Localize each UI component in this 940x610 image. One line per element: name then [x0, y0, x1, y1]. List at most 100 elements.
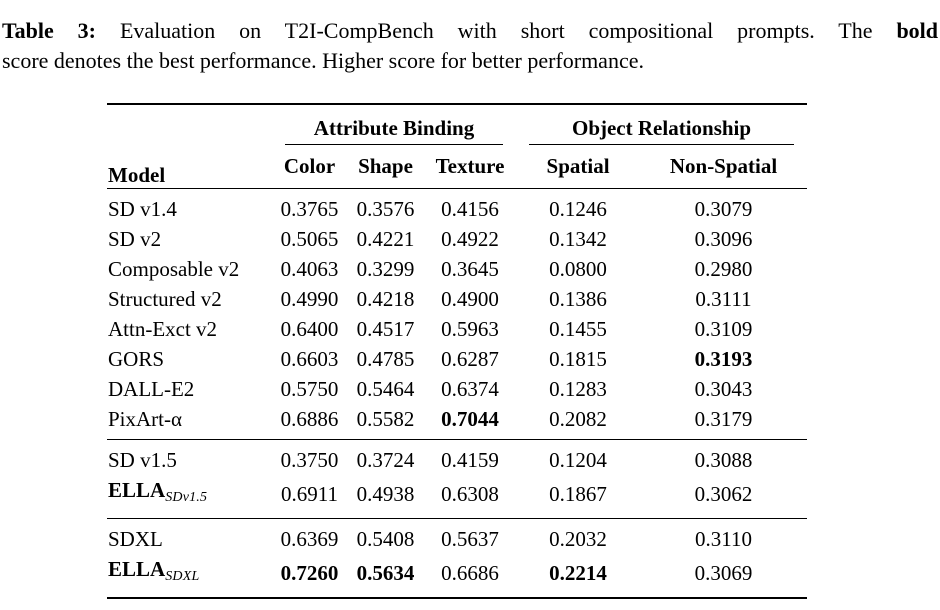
model-name-cell: GORS — [107, 344, 272, 374]
table-row: ELLASDXL 0.7260 0.5634 0.6686 0.2214 0.3069 — [107, 554, 807, 598]
model-name: ELLA — [108, 557, 166, 581]
model-name: PixArt-α — [108, 407, 183, 431]
table-group-1: SD v1.4 0.3765 0.3576 0.4156 0.1246 0.3079 SD … — [107, 189, 807, 440]
model-name-cell: DALL-E2 — [107, 374, 272, 404]
score-cell: 0.1386 — [549, 287, 607, 311]
table-row: ELLASDv1.5 0.6911 0.4938 0.6308 0.1867 0.3062 — [107, 475, 807, 519]
caption-line-1: Table 3: Evaluation on T2I-CompBench wit… — [2, 16, 938, 46]
score-cell: 0.4785 — [356, 347, 415, 371]
score-cell: 0.6400 — [280, 317, 339, 341]
table-row: Attn-Exct v2 0.6400 0.4517 0.5963 0.1455 0.31… — [107, 314, 807, 344]
score-cell: 0.5582 — [356, 407, 415, 431]
model-name-cell: SD v2 — [107, 224, 272, 254]
score-cell: 0.1283 — [549, 377, 607, 401]
model-name-cell: PixArt-α — [107, 404, 272, 440]
score-cell: 0.6369 — [280, 527, 339, 551]
score-cell: 0.3079 — [694, 197, 753, 221]
score-cell: 0.3088 — [694, 448, 753, 472]
score-cell: 0.4922 — [441, 227, 499, 251]
column-header-spatial: Spatial — [546, 154, 610, 178]
score-cell: 0.5464 — [356, 377, 415, 401]
caption-bold-word: bold — [896, 18, 939, 43]
score-cell: 0.5963 — [441, 317, 499, 341]
caption-text: Evaluation on T2I-CompBench with short c… — [119, 18, 873, 43]
table-caption: Table 3: Evaluation on T2I-CompBench wit… — [2, 16, 938, 76]
score-cell: 0.0800 — [549, 257, 607, 281]
column-header-shape: Shape — [358, 154, 413, 178]
score-cell: 0.3179 — [694, 407, 753, 431]
header-spanner-row: Model Attribute Binding Object Relations… — [107, 104, 807, 187]
score-cell: 0.4159 — [441, 448, 499, 472]
score-cell: 0.5637 — [441, 527, 499, 551]
score-cell: 0.5634 — [356, 561, 415, 585]
model-name: SD v1.4 — [108, 197, 177, 221]
score-cell: 0.6603 — [280, 347, 339, 371]
model-name: DALL-E2 — [108, 377, 195, 401]
model-name-cell: Structured v2 — [107, 284, 272, 314]
score-cell: 0.3043 — [694, 377, 753, 401]
model-name-cell: Composable v2 — [107, 254, 272, 284]
score-cell: 0.3645 — [441, 257, 499, 281]
table-header: Model Attribute Binding Object Relations… — [107, 104, 808, 189]
score-cell: 0.4221 — [356, 227, 415, 251]
table-row: SD v1.5 0.3750 0.3724 0.4159 0.1204 0.3088 — [107, 440, 807, 476]
table-row: Structured v2 0.4990 0.4218 0.4900 0.1386 0.3… — [107, 284, 807, 314]
model-name: Composable v2 — [108, 257, 240, 281]
results-table: Model Attribute Binding Object Relations… — [107, 103, 808, 599]
score-cell: 0.6686 — [441, 561, 499, 585]
score-cell: 0.5065 — [280, 227, 339, 251]
model-name-cell: Attn-Exct v2 — [107, 314, 272, 344]
score-cell: 0.4218 — [356, 287, 415, 311]
paper-page: Table 3: Evaluation on T2I-CompBench wit… — [0, 16, 940, 610]
score-cell: 0.1867 — [549, 482, 607, 506]
score-cell: 0.3110 — [695, 527, 753, 551]
score-cell: 0.1246 — [549, 197, 607, 221]
table-group-2: SD v1.5 0.3750 0.3724 0.4159 0.1204 0.3088 ELL… — [107, 439, 808, 519]
score-cell: 0.2214 — [549, 561, 607, 585]
score-cell: 0.1815 — [549, 347, 607, 371]
model-name-cell: SD v1.5 — [107, 440, 272, 476]
header-object-relationship: Object Relationship — [516, 104, 807, 145]
score-cell: 0.6374 — [441, 377, 499, 401]
score-cell: 0.3069 — [694, 561, 753, 585]
object-relationship-label: Object Relationship — [529, 116, 795, 145]
score-cell: 0.4990 — [280, 287, 339, 311]
model-name: Structured v2 — [108, 287, 222, 311]
score-cell: 0.5408 — [356, 527, 415, 551]
model-subscript: SDv1.5 — [165, 490, 208, 505]
score-cell: 0.4517 — [356, 317, 415, 341]
score-cell: 0.3062 — [694, 482, 753, 506]
model-name: SD v1.5 — [108, 448, 177, 472]
table-group-3: SDXL 0.6369 0.5408 0.5637 0.2032 0.3110 ELLASD… — [107, 518, 808, 599]
score-cell: 0.3299 — [356, 257, 415, 281]
score-cell: 0.2082 — [549, 407, 607, 431]
score-cell: 0.3750 — [280, 448, 339, 472]
column-header-color: Color — [283, 154, 336, 178]
attribute-binding-label: Attribute Binding — [285, 116, 504, 145]
column-header-non-spatial: Non-Spatial — [669, 154, 778, 178]
model-name-cell: SD v1.4 — [107, 189, 272, 225]
model-name-cell: SDXL — [107, 519, 272, 555]
score-cell: 0.6287 — [441, 347, 499, 371]
score-cell: 0.3096 — [694, 227, 753, 251]
table-row: GORS 0.6603 0.4785 0.6287 0.1815 0.3193 — [107, 344, 807, 374]
score-cell: 0.3111 — [695, 287, 752, 311]
table-row: SD v1.4 0.3765 0.3576 0.4156 0.1246 0.3079 — [107, 189, 807, 225]
score-cell: 0.6308 — [441, 482, 499, 506]
score-cell: 0.3724 — [356, 448, 415, 472]
score-cell: 0.2980 — [694, 257, 753, 281]
score-cell: 0.3576 — [356, 197, 415, 221]
model-name: SDXL — [108, 527, 163, 551]
score-cell: 0.1204 — [549, 448, 607, 472]
model-subscript: SDXL — [165, 569, 200, 584]
table-row: PixArt-α 0.6886 0.5582 0.7044 0.2082 0.3179 — [107, 404, 807, 440]
score-cell: 0.1455 — [549, 317, 607, 341]
column-header-texture: Texture — [435, 154, 505, 178]
caption-label: Table 3: — [2, 18, 97, 43]
score-cell: 0.3109 — [694, 317, 753, 341]
model-name: ELLA — [108, 478, 166, 502]
score-cell: 0.4156 — [441, 197, 499, 221]
score-cell: 0.3765 — [280, 197, 339, 221]
score-cell: 0.4938 — [356, 482, 415, 506]
score-cell: 0.7044 — [441, 407, 499, 431]
